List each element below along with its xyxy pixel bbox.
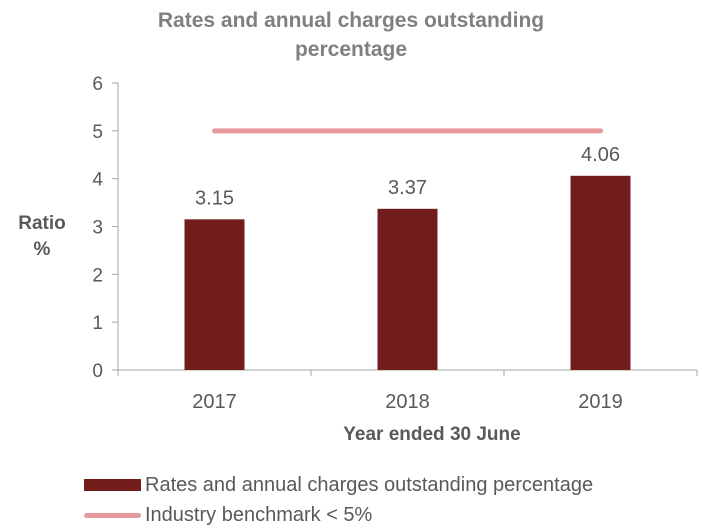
y-tick-label: 2 (92, 265, 103, 286)
chart-title-line1: Rates and annual charges outstanding (157, 9, 545, 32)
bar-2018 (377, 208, 438, 370)
legend-label-bars: Rates and annual charges outstanding per… (145, 473, 594, 496)
legend: Rates and annual charges outstanding per… (84, 470, 593, 530)
x-tick-label-2019: 2019 (578, 391, 623, 413)
y-tick-label: 1 (92, 313, 103, 334)
x-tick-label-2017: 2017 (192, 391, 237, 413)
y-tick-label: 4 (92, 170, 103, 191)
y-tick-label: 3 (92, 218, 103, 239)
chart-title-line2: percentage (294, 38, 408, 61)
chart-title: Rates and annual charges outstanding per… (0, 6, 702, 64)
y-axis-label-line2: % (33, 239, 51, 260)
legend-swatch-benchmark (84, 512, 141, 518)
bar-2019 (570, 175, 631, 370)
y-tick-label: 0 (92, 361, 103, 382)
data-label-2019: 4.06 (581, 144, 620, 166)
legend-swatch-bars (84, 479, 141, 491)
y-axis-label: Ratio % (2, 211, 82, 263)
x-tick-label-2018: 2018 (385, 391, 430, 413)
legend-label-benchmark: Industry benchmark < 5% (145, 503, 373, 526)
legend-item-benchmark: Industry benchmark < 5% (84, 500, 593, 530)
data-label-2018: 3.37 (388, 177, 427, 199)
data-label-2017: 3.15 (195, 187, 234, 209)
legend-item-bars: Rates and annual charges outstanding per… (84, 470, 593, 500)
y-axis-label-line1: Ratio (18, 213, 66, 234)
y-tick-label: 5 (92, 122, 103, 143)
bar-2017 (184, 219, 245, 370)
y-tick-label: 6 (92, 74, 103, 95)
x-axis-label: Year ended 30 June (343, 424, 521, 445)
